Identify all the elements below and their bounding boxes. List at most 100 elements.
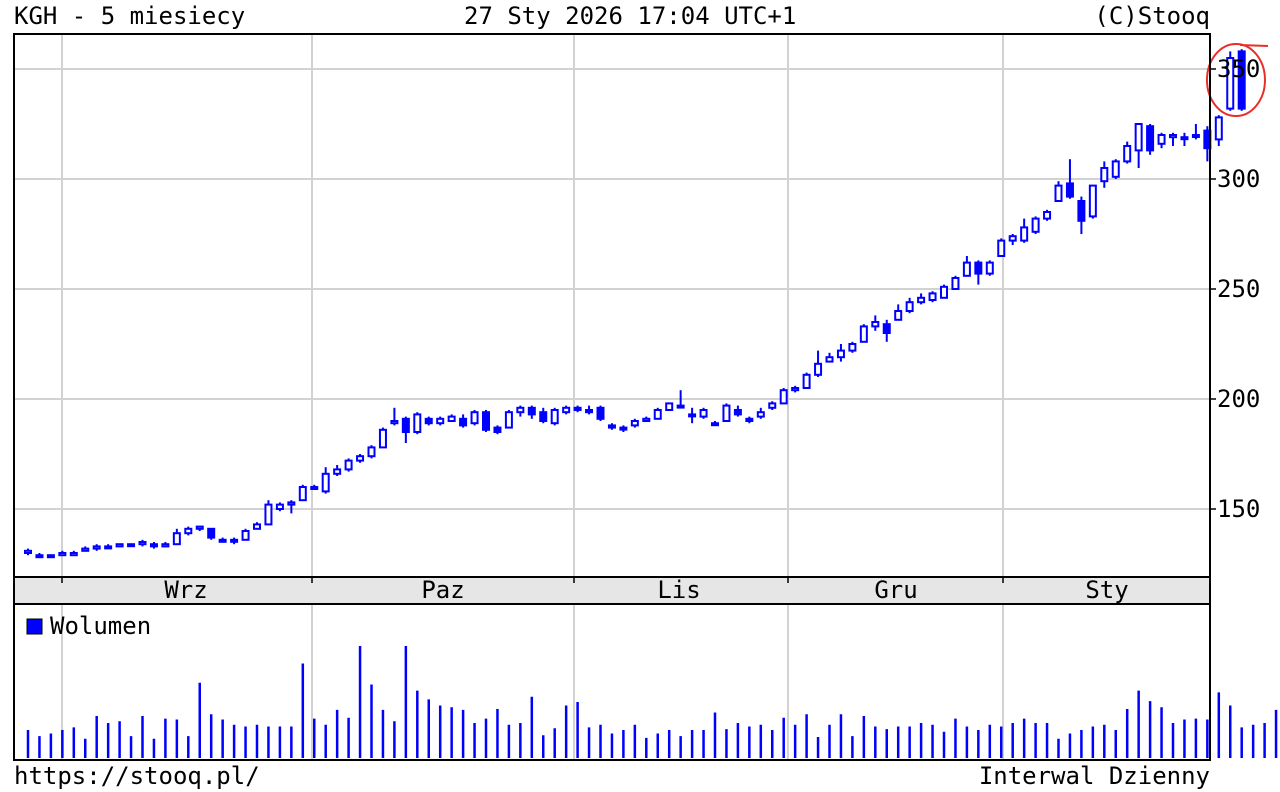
candle-body-73 xyxy=(859,325,868,343)
candle-body-86 xyxy=(1008,235,1017,242)
candle-body-63 xyxy=(745,417,754,422)
candle-body-77 xyxy=(905,301,914,313)
candle-88 xyxy=(1031,216,1040,234)
candle-body-47 xyxy=(562,406,571,414)
candle-body-94 xyxy=(1100,167,1109,183)
candle-13 xyxy=(172,528,181,546)
month-label-3: Gru xyxy=(874,576,917,604)
candle-15 xyxy=(195,525,204,531)
source-url[interactable]: https://stooq.pl/ xyxy=(14,762,260,790)
candle-29 xyxy=(356,454,365,463)
candle-body-64 xyxy=(756,411,765,418)
timestamp: 27 Sty 2026 17:04 UTC+1 xyxy=(464,2,797,30)
candle-body-104 xyxy=(1214,116,1223,141)
candle-body-3 xyxy=(58,552,67,557)
candle-body-45 xyxy=(539,411,548,423)
candle-body-75 xyxy=(882,323,891,335)
month-label-0: Wrz xyxy=(164,576,207,604)
candle-81 xyxy=(951,275,960,290)
candle-body-66 xyxy=(779,389,788,405)
candle-body-48 xyxy=(573,406,582,411)
candle-60 xyxy=(711,421,719,427)
candle-78 xyxy=(917,293,926,305)
candle-75 xyxy=(882,319,891,342)
candle-62 xyxy=(733,405,742,417)
candle-body-102 xyxy=(1191,134,1200,138)
candle-89 xyxy=(1043,209,1052,221)
candle-body-96 xyxy=(1123,145,1132,163)
candle-body-61 xyxy=(722,404,731,423)
candle-body-4 xyxy=(69,552,78,557)
ytick-label-3: 300 xyxy=(1217,165,1260,193)
candle-59 xyxy=(699,407,708,419)
candle-body-53 xyxy=(630,420,639,427)
ytick-label-0: 150 xyxy=(1217,495,1260,523)
candle-body-98 xyxy=(1146,125,1155,152)
candle-body-79 xyxy=(928,292,937,301)
candle-body-71 xyxy=(836,349,845,359)
candle-body-0 xyxy=(24,549,32,554)
candle-83 xyxy=(974,260,983,285)
candle-body-33 xyxy=(401,417,410,433)
candle-106 xyxy=(1237,49,1246,111)
candle-body-99 xyxy=(1157,134,1166,145)
volume-series xyxy=(26,646,1278,758)
candle-44 xyxy=(527,405,536,419)
candle-body-59 xyxy=(699,409,708,418)
candle-5 xyxy=(81,546,90,552)
candle-body-101 xyxy=(1180,136,1189,141)
candle-71 xyxy=(836,344,845,362)
candle-37 xyxy=(447,414,456,423)
candle-23 xyxy=(287,500,296,514)
candle-body-27 xyxy=(333,468,342,475)
candle-body-89 xyxy=(1043,211,1052,220)
candle-17 xyxy=(218,537,227,543)
candle-body-29 xyxy=(356,455,365,462)
candle-76 xyxy=(894,304,903,321)
candle-10 xyxy=(138,539,147,547)
candle-80 xyxy=(940,284,948,299)
month-label-4: Sty xyxy=(1085,576,1128,604)
candle-body-67 xyxy=(791,387,800,392)
candle-body-39 xyxy=(470,411,479,425)
candle-body-34 xyxy=(413,413,422,433)
candle-body-10 xyxy=(138,541,147,546)
candle-body-32 xyxy=(390,420,399,425)
candle-body-5 xyxy=(81,547,90,552)
candle-body-41 xyxy=(493,426,502,434)
candle-35 xyxy=(424,416,433,426)
candle-2 xyxy=(46,554,55,559)
candle-body-16 xyxy=(207,527,216,539)
month-axis-band xyxy=(14,577,1210,604)
candle-26 xyxy=(321,467,330,494)
candle-51 xyxy=(607,423,616,430)
candle-body-88 xyxy=(1031,217,1040,233)
candle-30 xyxy=(367,445,376,459)
candle-body-50 xyxy=(596,406,605,420)
candle-body-55 xyxy=(653,409,662,420)
candle-61 xyxy=(722,403,731,423)
candle-58 xyxy=(688,407,697,424)
candle-body-52 xyxy=(619,426,628,431)
candle-0 xyxy=(24,548,32,556)
candle-body-106 xyxy=(1237,50,1246,110)
candle-21 xyxy=(264,500,273,526)
candle-body-7 xyxy=(104,545,113,550)
candle-34 xyxy=(413,412,422,435)
candle-body-15 xyxy=(195,525,204,530)
candle-4 xyxy=(69,550,78,557)
candle-93 xyxy=(1088,184,1097,219)
candle-body-95 xyxy=(1111,160,1120,178)
candle-body-83 xyxy=(974,261,983,275)
candle-70 xyxy=(825,352,834,363)
candle-73 xyxy=(859,324,868,343)
candle-92 xyxy=(1077,196,1086,234)
candle-77 xyxy=(905,297,914,314)
candle-body-105 xyxy=(1226,57,1235,110)
candle-body-1 xyxy=(35,554,44,559)
volume-legend-swatch xyxy=(26,618,43,635)
candle-12 xyxy=(161,542,170,548)
candle-body-78 xyxy=(917,296,926,304)
candle-64 xyxy=(756,407,765,419)
